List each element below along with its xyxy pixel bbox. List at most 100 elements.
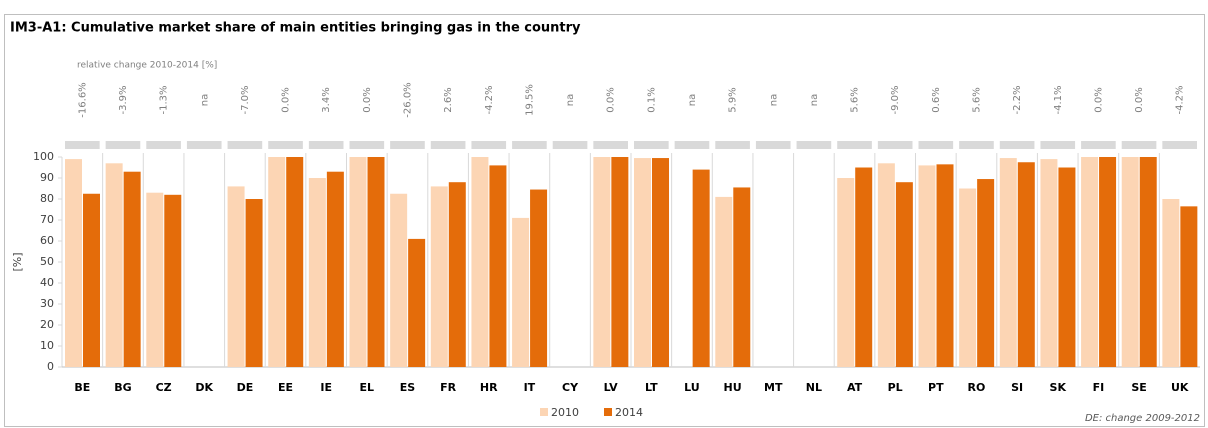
change-marker xyxy=(227,141,263,149)
y-tick-label: 80 xyxy=(40,192,54,205)
y-axis-label: [%] xyxy=(11,252,24,271)
bar xyxy=(105,163,123,367)
x-tick-label: LV xyxy=(604,381,618,394)
x-tick-label: SK xyxy=(1050,381,1067,394)
bar xyxy=(286,157,304,367)
change-marker xyxy=(552,141,588,149)
change-marker xyxy=(1040,141,1076,149)
change-label: 0.0% xyxy=(1093,87,1104,112)
x-tick-label: NL xyxy=(806,381,822,394)
change-label: na xyxy=(687,94,698,106)
change-marker xyxy=(430,141,466,149)
bar xyxy=(1099,157,1117,367)
x-tick-label: DE xyxy=(237,381,254,394)
change-label: 0.1% xyxy=(646,87,657,112)
x-tick-label: MT xyxy=(764,381,783,394)
change-label: -16.6% xyxy=(77,82,88,117)
change-label: 0.0% xyxy=(1134,87,1145,112)
bar xyxy=(430,186,448,367)
change-label: 0.0% xyxy=(281,87,292,112)
change-label: na xyxy=(199,94,210,106)
x-tick-label: IE xyxy=(320,381,332,394)
x-tick-label: HU xyxy=(724,381,742,394)
bar xyxy=(1040,159,1058,367)
change-label: -26.0% xyxy=(402,82,413,117)
bar xyxy=(83,193,100,367)
change-marker xyxy=(877,141,913,149)
bar xyxy=(855,167,873,367)
change-marker xyxy=(512,141,547,149)
bar xyxy=(837,178,855,367)
bar xyxy=(1139,157,1157,367)
y-tick-label: 70 xyxy=(40,213,54,226)
change-marker xyxy=(999,141,1035,149)
x-tick-label: SE xyxy=(1131,381,1146,394)
change-marker xyxy=(918,141,954,149)
change-marker xyxy=(1162,141,1197,149)
x-tick-label: PL xyxy=(888,381,903,394)
x-tick-label: EE xyxy=(278,381,293,394)
change-label: 5.6% xyxy=(971,87,982,112)
bar xyxy=(471,157,489,367)
change-marker xyxy=(674,141,710,149)
bar xyxy=(408,238,426,367)
bar xyxy=(489,165,507,367)
change-marker xyxy=(837,141,872,149)
legend-label: 2014 xyxy=(615,406,643,419)
y-tick-label: 90 xyxy=(40,171,54,184)
bar xyxy=(448,182,466,367)
bar xyxy=(65,159,82,367)
x-tick-label: EL xyxy=(360,381,375,394)
change-marker xyxy=(308,141,344,149)
bar xyxy=(268,157,286,367)
bar xyxy=(390,193,408,367)
change-label: -2.2% xyxy=(1012,85,1023,114)
y-tick-label: 10 xyxy=(40,339,54,352)
bar xyxy=(227,186,245,367)
x-tick-label: UK xyxy=(1171,381,1189,394)
bar xyxy=(1180,206,1198,367)
y-tick-label: 50 xyxy=(40,255,54,268)
x-tick-label: BG xyxy=(114,381,131,394)
change-marker xyxy=(146,141,181,149)
bar xyxy=(959,188,977,367)
bar xyxy=(123,171,141,367)
x-tick-label: PT xyxy=(928,381,944,394)
change-label: na xyxy=(809,94,820,106)
legend-swatch xyxy=(540,408,548,416)
change-label: 5.6% xyxy=(850,87,861,112)
y-tick-label: 40 xyxy=(40,276,54,289)
change-marker xyxy=(715,141,750,149)
y-tick-label: 20 xyxy=(40,318,54,331)
change-label: -4.1% xyxy=(1053,85,1064,114)
change-label: -4.2% xyxy=(484,85,495,114)
bar xyxy=(1081,157,1099,367)
y-tick-label: 60 xyxy=(40,234,54,247)
change-marker xyxy=(105,141,141,149)
change-label: -4.2% xyxy=(1175,85,1186,114)
change-marker xyxy=(186,141,222,149)
chart-title: IM3-A1: Cumulative market share of main … xyxy=(10,21,581,36)
bar xyxy=(349,157,367,367)
change-label: 0.0% xyxy=(606,87,617,112)
change-marker xyxy=(268,141,303,149)
x-tick-label: CY xyxy=(562,381,579,394)
bar xyxy=(977,179,995,367)
x-tick-label: LU xyxy=(684,381,700,394)
subtitle: relative change 2010-2014 [%] xyxy=(77,61,217,71)
y-tick-label: 100 xyxy=(33,150,54,163)
x-tick-label: RO xyxy=(968,381,986,394)
y-tick-label: 30 xyxy=(40,297,54,310)
x-tick-label: LT xyxy=(645,381,658,394)
bar xyxy=(146,192,164,367)
change-marker xyxy=(1081,141,1116,149)
bar xyxy=(530,189,548,367)
x-tick-label: FI xyxy=(1093,381,1105,394)
bar xyxy=(164,194,182,367)
bar xyxy=(611,157,629,367)
x-tick-label: FR xyxy=(440,381,457,394)
x-tick-label: AT xyxy=(847,381,863,394)
change-label: -7.0% xyxy=(240,85,251,114)
change-label: 0.0% xyxy=(362,87,373,112)
